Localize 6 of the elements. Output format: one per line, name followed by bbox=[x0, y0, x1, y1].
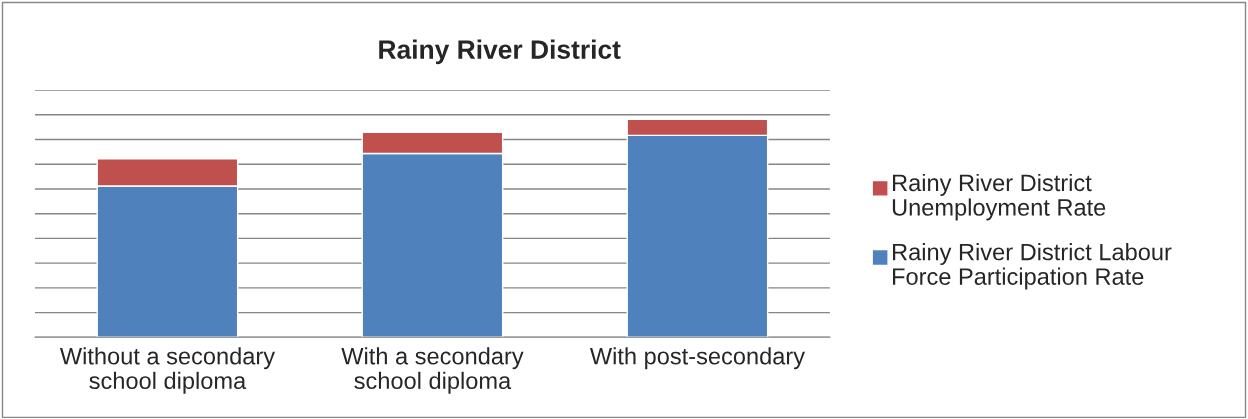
chart-title: Rainy River District bbox=[379, 39, 621, 65]
x-tick-label: Without a secondary school diploma bbox=[59, 347, 276, 394]
legend-label: Rainy River District Unemployment Rate bbox=[892, 173, 1106, 221]
x-tick-label: With a secondary school diploma bbox=[341, 347, 524, 394]
x-tick-label: With post-secondary bbox=[589, 347, 805, 370]
legend-label: Rainy River District Labour Force Participation Rate bbox=[893, 243, 1172, 290]
